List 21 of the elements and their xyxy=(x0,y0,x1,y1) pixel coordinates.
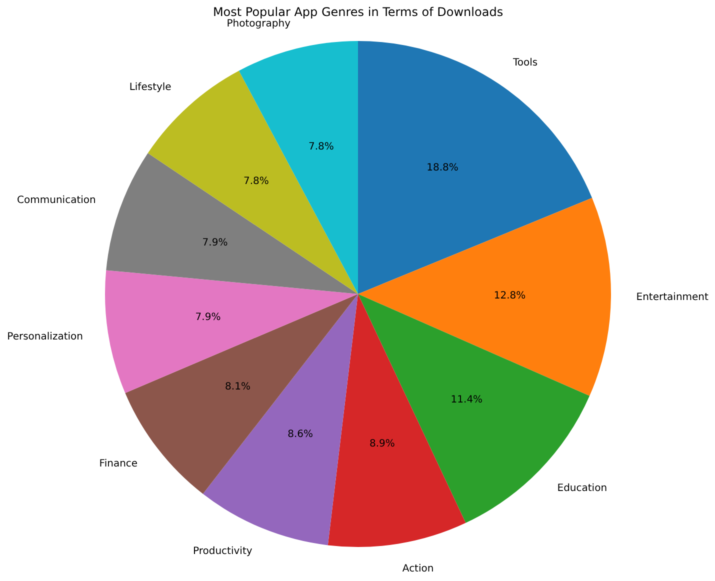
slice-label: Finance xyxy=(99,458,138,470)
data-label: 11.4% xyxy=(450,394,483,406)
data-label: 8.6% xyxy=(288,429,314,440)
slice-label: Productivity xyxy=(193,546,252,558)
chart-title: Most Popular App Genres in Terms of Downloads xyxy=(212,5,504,20)
data-label: 12.8% xyxy=(494,290,526,302)
slice-label: Action xyxy=(402,563,434,574)
slice-label: Photography xyxy=(226,18,291,30)
data-label: 8.1% xyxy=(225,381,250,392)
data-label: 8.9% xyxy=(370,438,395,450)
data-label: 7.8% xyxy=(308,141,334,152)
data-label: 18.8% xyxy=(426,162,458,174)
slice-label: Lifestyle xyxy=(129,82,172,94)
data-label: 7.9% xyxy=(195,312,221,323)
data-label: 7.9% xyxy=(202,238,228,249)
slice-label: Personalization xyxy=(7,331,83,342)
data-label: 7.8% xyxy=(243,176,269,187)
slice-label: Entertainment xyxy=(636,292,709,304)
slice-label: Communication xyxy=(17,195,96,206)
slice-label: Tools xyxy=(512,57,538,68)
slice-label: Education xyxy=(557,482,608,494)
